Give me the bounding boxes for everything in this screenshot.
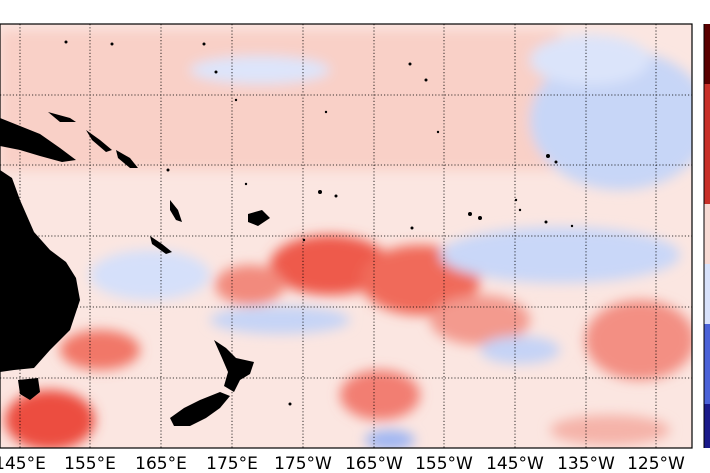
lon-label-165e: 165°E bbox=[135, 454, 187, 473]
lon-label-165w: 165°W bbox=[345, 454, 403, 473]
lon-label-175e: 175°E bbox=[206, 454, 258, 473]
anomaly-field bbox=[0, 24, 692, 448]
lon-label-155e: 155°E bbox=[64, 454, 116, 473]
lon-label-125w: 125°W bbox=[627, 454, 685, 473]
colorbar bbox=[703, 24, 710, 448]
australia-landmass bbox=[0, 170, 80, 372]
lon-label-145w: 145°W bbox=[486, 454, 544, 473]
landmasses bbox=[0, 40, 574, 426]
new-guinea-landmass bbox=[0, 118, 76, 162]
new-zealand-north-island bbox=[214, 340, 254, 392]
map-frame bbox=[0, 23, 693, 449]
longitude-labels: 145°E 155°E 165°E 175°E 175°W 165°W 155°… bbox=[0, 454, 685, 473]
new-zealand-south-island bbox=[170, 392, 230, 426]
lon-label-145e: 145°E bbox=[0, 454, 46, 473]
lon-label-155w: 155°W bbox=[415, 454, 473, 473]
lon-label-175w: 175°W bbox=[274, 454, 332, 473]
graticule bbox=[0, 24, 692, 448]
lon-label-135w: 135°W bbox=[557, 454, 615, 473]
tasmania-landmass bbox=[18, 378, 40, 400]
anomaly-blobs bbox=[0, 30, 692, 448]
